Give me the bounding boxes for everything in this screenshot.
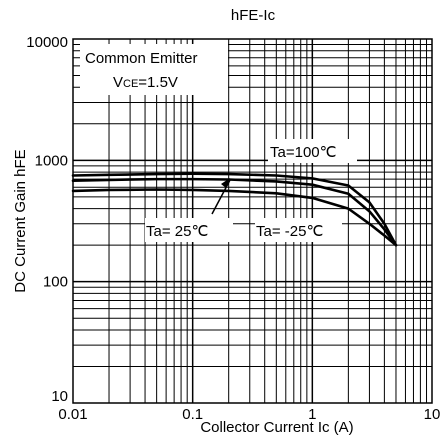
series-label-100-bg xyxy=(268,139,357,163)
series-label-neg25-bg xyxy=(255,218,342,242)
annotation-line1: Common Emitter xyxy=(85,50,198,67)
y-axis-label: DC Current Gain hFE xyxy=(12,149,29,292)
annotation-ce: CE xyxy=(123,78,138,90)
annotation-background xyxy=(80,44,228,95)
x-tick-label: 1 xyxy=(308,406,316,423)
series-label-neg25-text: Ta= -25℃ xyxy=(256,223,323,240)
x-tick-label: 10 xyxy=(424,406,441,423)
series-label-100-text: Ta=100℃ xyxy=(270,144,336,161)
series-label-25-pointer xyxy=(211,179,231,215)
y-tick-label: 10000 xyxy=(26,34,68,51)
annotation-v: V xyxy=(113,74,123,91)
y-tick-label: 1000 xyxy=(35,152,68,169)
series-label-25-bg xyxy=(145,218,233,242)
y-tick-label: 100 xyxy=(43,274,68,291)
series-line-1 xyxy=(71,177,398,247)
series-line-0 xyxy=(71,172,398,247)
series-line-2 xyxy=(71,188,398,247)
series-label-25: Ta= 25℃ xyxy=(145,178,233,242)
series-label-25-arrowhead xyxy=(221,178,230,188)
x-tick-label: 0.1 xyxy=(182,406,203,423)
annotation-line2: VCE=1.5V xyxy=(113,74,178,91)
x-tick-label: 0.01 xyxy=(58,406,87,423)
series-layer xyxy=(71,172,398,247)
x-axis-label: Collector Current Ic (A) xyxy=(200,419,353,436)
annotation-box: Common Emitter VCE=1.5V xyxy=(80,44,228,95)
annotation-value: =1.5V xyxy=(138,74,178,91)
y-tick-label: 10 xyxy=(51,388,68,405)
plot-frame xyxy=(72,38,433,404)
tick-labels: 0.01 0.1 1 10 10 100 1000 10000 xyxy=(26,34,440,423)
series-label-25-text: Ta= 25℃ xyxy=(146,223,208,240)
series-label-neg25: Ta= -25℃ xyxy=(255,218,342,242)
series-label-100: Ta=100℃ xyxy=(268,139,357,163)
chart-title: hFE-Ic xyxy=(231,7,276,24)
